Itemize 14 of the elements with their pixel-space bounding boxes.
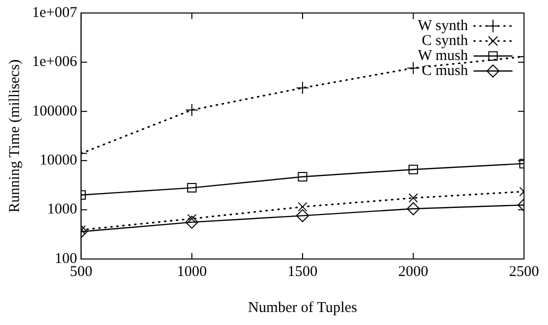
y-axis-title: Running Time (millisecs) — [6, 59, 23, 213]
y-tick-label: 1e+007 — [32, 4, 78, 21]
legend-label: C synth — [422, 32, 468, 49]
x-axis-title: Number of Tuples — [248, 300, 358, 316]
x-tick-label: 1000 — [176, 264, 207, 280]
y-tick-label: 10000 — [40, 152, 78, 169]
x-tick-label: 2000 — [398, 264, 428, 280]
y-tick-label: 1000 — [47, 202, 78, 218]
legend-label: W synth — [418, 18, 468, 34]
x-tick-label: 2500 — [509, 264, 539, 280]
y-tick-label: 1e+006 — [32, 54, 78, 70]
y-tick-label: 100000 — [32, 103, 78, 120]
legend-label: W mush — [418, 48, 468, 64]
x-tick-label: 1500 — [288, 264, 318, 280]
